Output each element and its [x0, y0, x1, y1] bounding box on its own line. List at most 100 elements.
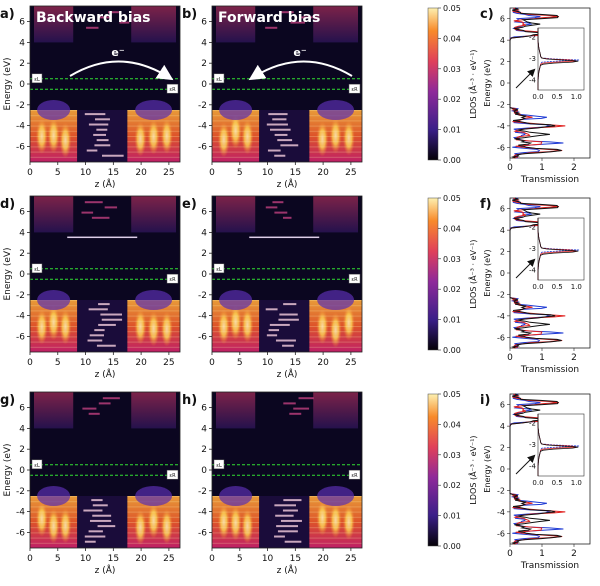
fermi-label-right: εR [169, 277, 176, 283]
molecular-level [84, 113, 106, 116]
y-tick-label: -2 [16, 291, 25, 301]
hot-spot [329, 502, 342, 539]
fermi-label-left: εL [216, 463, 222, 469]
band-stripe [212, 532, 260, 534]
molecular-level [84, 540, 96, 543]
fermi-label-left-box [213, 263, 225, 274]
molecular-level-upper [282, 216, 292, 219]
colorbar-tick-label: 0.05 [443, 4, 461, 13]
x-tick-label: 10 [262, 554, 274, 564]
molecular-level-upper [88, 412, 100, 415]
x-tick-label: 25 [345, 554, 356, 564]
molecular-level [274, 504, 296, 507]
y-tick-label: -2 [198, 101, 207, 111]
band-stripe [309, 346, 362, 348]
upper-states [131, 392, 176, 429]
band-stripe [30, 532, 78, 534]
molecular-level [94, 144, 111, 147]
inset-y-tick-label: -2 [529, 224, 536, 232]
band-cap [317, 290, 355, 310]
trans-x-axis-label: Transmission [520, 561, 579, 571]
y-tick-label: -4 [198, 122, 207, 132]
hot-spot [47, 117, 60, 154]
colorbar-tick-label: 0.02 [443, 95, 461, 104]
trans-x-tick-label: 2 [571, 163, 577, 173]
inset-x-tick-label: 0.0 [532, 479, 543, 487]
band-stripe [127, 516, 180, 518]
fermi-label-right-box [166, 469, 179, 480]
band-stripe [309, 331, 362, 333]
y-tick-label: 6 [201, 18, 207, 28]
band-stripe [30, 156, 78, 158]
colorbar-tick-label: 0.05 [443, 194, 461, 203]
band-stripe [212, 336, 260, 338]
trans-x-tick-label: 1 [539, 163, 545, 173]
band-stripe [30, 331, 78, 333]
y-tick-label: 2 [19, 249, 25, 259]
trans-y-tick-label: 0 [500, 79, 505, 88]
upper-states [34, 392, 74, 429]
x-tick-label: 20 [135, 554, 147, 564]
band-stripe [30, 130, 78, 132]
upper-states [34, 196, 74, 233]
band-stripe [30, 537, 78, 539]
inset-y-tick-label: -4 [529, 76, 537, 84]
upper-states [313, 6, 358, 43]
y-tick-label: 2 [19, 445, 25, 455]
molecular-level [89, 334, 104, 337]
molecular-level [94, 329, 105, 332]
inset-y-tick-label: -2 [529, 420, 536, 428]
inset-x-tick-label: 0.5 [552, 93, 563, 101]
y-axis-label: Energy (eV) [3, 443, 13, 496]
y-tick-label: 0 [19, 80, 25, 90]
panel-label: g) [0, 393, 15, 408]
molecular-level-upper [289, 412, 302, 415]
colorbar-tick-label: 0.05 [443, 390, 461, 399]
band-stripe [127, 151, 180, 153]
molecular-level-upper [274, 211, 288, 214]
x-tick-label: 20 [135, 168, 147, 178]
molecular-level [102, 154, 124, 157]
molecular-level [88, 308, 108, 311]
electron-flow-arrow [69, 60, 174, 81]
band-stripe [309, 320, 362, 322]
hot-spot [217, 308, 230, 345]
molecular-level-upper [290, 21, 305, 24]
y-tick-label: 6 [19, 18, 25, 28]
band-cap [37, 290, 71, 310]
molecular-level-upper [102, 397, 120, 400]
inset-curve-black [537, 414, 579, 476]
y-tick-label: 6 [19, 404, 25, 414]
band-stripe [212, 331, 260, 333]
molecular-level-upper [91, 216, 110, 219]
band-cap [135, 290, 173, 310]
y-tick-label: 6 [201, 208, 207, 218]
hot-spot [160, 508, 173, 545]
hot-spot [329, 311, 342, 348]
molecular-level-upper [280, 11, 294, 14]
band-cap [219, 486, 253, 506]
band-stripe [212, 315, 260, 317]
fermi-label-left: εL [216, 77, 222, 83]
molecular-level [274, 154, 286, 157]
upper-states [216, 6, 256, 43]
molecular-level-upper [97, 16, 112, 19]
fermi-label-left: εL [34, 267, 40, 273]
band-cap [37, 100, 71, 120]
band-stripe [30, 146, 78, 148]
band-stripe [30, 542, 78, 544]
hot-spot [160, 310, 173, 347]
band-stripe [309, 506, 362, 508]
band-stripe [30, 320, 78, 322]
band-stripe [30, 326, 78, 327]
upper-states [216, 392, 256, 429]
inset-y-tick-label: -3 [529, 441, 536, 449]
molecular-level [265, 308, 278, 311]
y-tick-label: -2 [198, 291, 207, 301]
molecular-level [282, 509, 298, 512]
fermi-label-left-box [213, 73, 225, 84]
molecular-level [98, 303, 110, 306]
hot-spot [35, 500, 48, 537]
molecular-level [275, 339, 296, 342]
molecular-level [277, 139, 293, 142]
